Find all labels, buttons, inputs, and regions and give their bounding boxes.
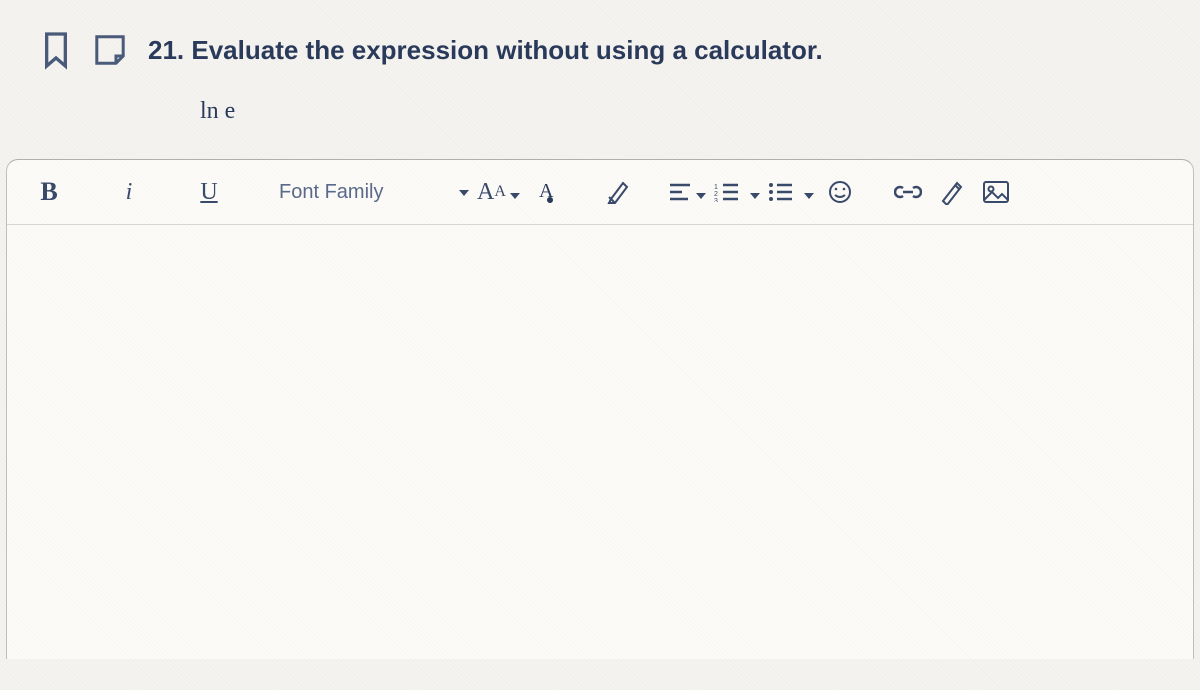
italic-button[interactable]: i — [111, 174, 147, 210]
unordered-list-dropdown[interactable] — [768, 174, 814, 210]
rich-text-editor: B i U Font Family AA A — [6, 159, 1194, 659]
bookmark-icon[interactable] — [40, 30, 72, 70]
svg-text:1: 1 — [714, 184, 718, 191]
underline-button[interactable]: U — [191, 174, 227, 210]
align-dropdown[interactable] — [668, 174, 706, 210]
chevron-down-icon — [696, 179, 706, 205]
clear-formatting-button[interactable] — [600, 174, 636, 210]
note-icon[interactable] — [92, 32, 128, 68]
font-size-dropdown[interactable]: AA — [477, 174, 520, 210]
svg-text:3: 3 — [714, 198, 718, 202]
expression-text: ln e — [200, 98, 235, 124]
font-family-dropdown[interactable]: Font Family — [271, 174, 411, 210]
expression-line: ln e — [200, 98, 1160, 125]
emoji-button[interactable] — [822, 174, 858, 210]
chevron-down-icon — [804, 179, 814, 205]
chevron-down-icon — [510, 179, 520, 205]
question-area: 21. Evaluate the expression without usin… — [0, 0, 1200, 159]
chevron-down-icon — [750, 179, 760, 205]
text-color-button[interactable]: A — [528, 174, 564, 210]
editor-toolbar: B i U Font Family AA A — [7, 160, 1193, 225]
font-family-caret-icon[interactable] — [459, 183, 469, 201]
bold-button[interactable]: B — [31, 174, 67, 210]
question-title: 21. Evaluate the expression without usin… — [148, 35, 823, 66]
image-button[interactable] — [978, 174, 1014, 210]
ordered-list-dropdown[interactable]: 1 2 3 — [714, 174, 760, 210]
draw-button[interactable] — [934, 174, 970, 210]
svg-text:2: 2 — [714, 191, 718, 198]
font-size-small-a: A — [494, 183, 506, 201]
question-header: 21. Evaluate the expression without usin… — [40, 30, 1160, 70]
font-family-label: Font Family — [279, 181, 383, 204]
link-button[interactable] — [890, 174, 926, 210]
editor-content-area[interactable] — [7, 225, 1193, 655]
font-size-big-a: A — [477, 179, 494, 206]
